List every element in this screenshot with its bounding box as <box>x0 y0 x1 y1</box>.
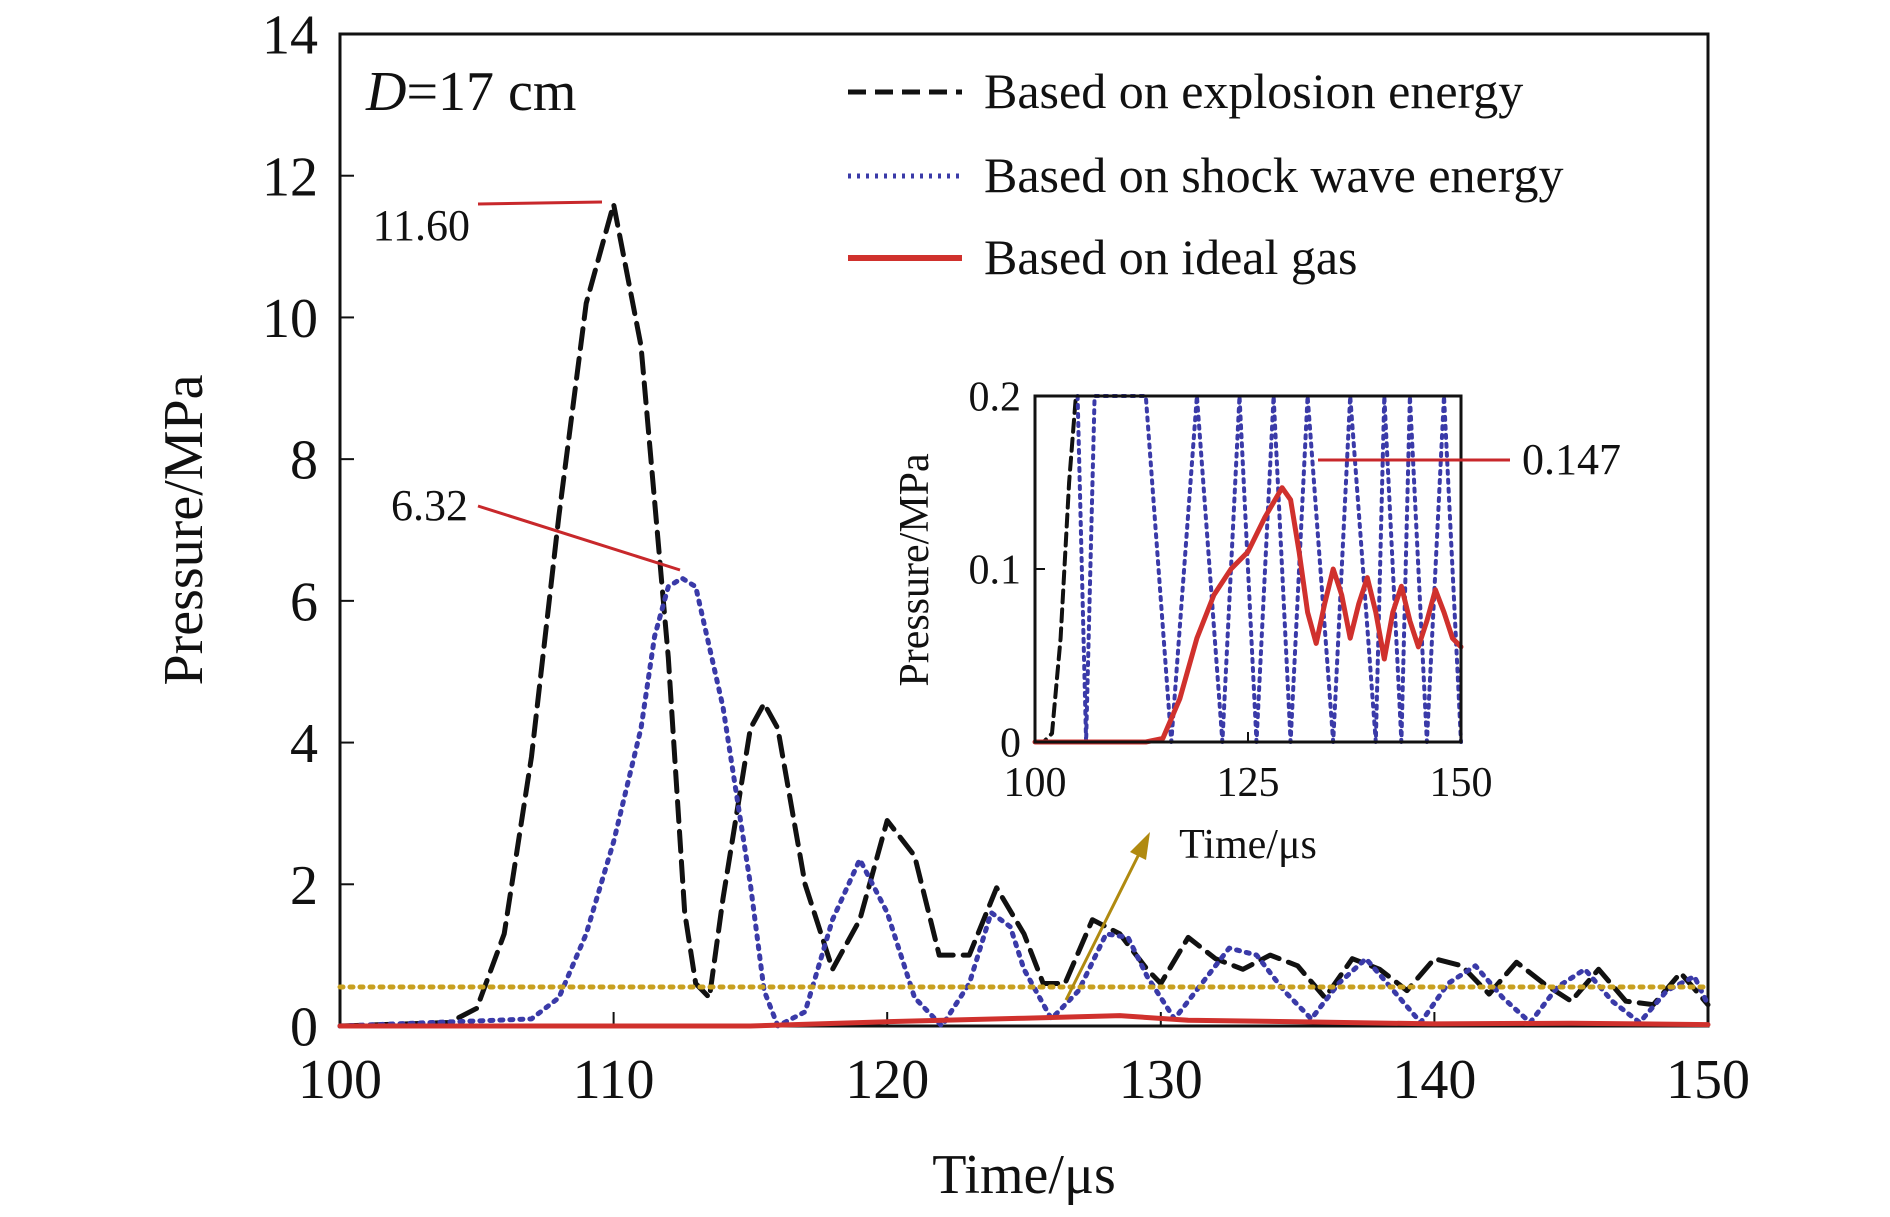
main-plot-frame <box>338 32 1710 1028</box>
panel-label-value: =17 cm <box>406 61 576 123</box>
main-y-tick-label-4: 8 <box>290 430 318 492</box>
inset-pointer-arrow <box>1064 847 1144 1001</box>
legend-label-shock: Based on shock wave energy <box>984 147 1563 203</box>
panel-label: D=17 cm <box>365 61 576 123</box>
inset-annotation-peak: 0.147 <box>1522 435 1621 484</box>
inset-y-tick-label-1: 0.1 <box>969 548 1022 594</box>
inset-pointer-arrowhead <box>1130 832 1150 860</box>
main-y-tick-label-5: 10 <box>262 288 318 350</box>
main-annotations: 11.60 6.32 <box>373 200 1150 1001</box>
inset-x-tick-label-1: 125 <box>1217 760 1280 806</box>
inset-series-based-on-ideal-gas <box>1032 485 1464 745</box>
main-y-tick-label-0: 0 <box>290 997 318 1059</box>
main-x-tick-label-5: 150 <box>1666 1049 1750 1111</box>
main-series-based-on-explosion-energy <box>337 201 1711 1029</box>
main-axis-ticks: 100 110 120 130 140 150 0 2 4 6 8 10 12 14 <box>262 5 1750 1111</box>
main-series-based-on-shock-wave-energy <box>337 575 1711 1029</box>
main-y-tick-label-7: 14 <box>262 5 318 67</box>
inset-x-axis-title: Time/μs <box>1179 822 1317 868</box>
inset-x-tick-label-0: 100 <box>1004 760 1067 806</box>
inset-y-axis-title: Pressure/MPa <box>892 453 938 687</box>
main-x-tick-label-1: 110 <box>573 1049 655 1111</box>
panel-label-variable: D <box>365 61 406 123</box>
main-x-tick-label-2: 120 <box>845 1049 929 1111</box>
inset-x-tick-label-2: 150 <box>1430 760 1493 806</box>
main-y-tick-label-1: 2 <box>290 855 318 917</box>
inset-y-tick-label-0: 0 <box>1000 721 1021 767</box>
main-x-tick-label-4: 140 <box>1392 1049 1476 1111</box>
inset-panel: 100 125 150 0 0.1 0.2 Time/μs Pressure/MPa 0.… <box>892 375 1621 868</box>
main-y-axis-title: Pressure/MPa <box>153 374 215 685</box>
inset-y-tick-label-2: 0.2 <box>969 375 1022 421</box>
legend-label-ideal: Based on ideal gas <box>984 229 1358 285</box>
main-y-tick-label-3: 6 <box>290 571 318 633</box>
main-x-tick-label-3: 130 <box>1119 1049 1203 1111</box>
main-y-tick-label-6: 12 <box>262 146 318 208</box>
main-series-group <box>337 201 1711 1029</box>
inset-axis-ticks: 100 125 150 0 0.1 0.2 <box>969 375 1493 806</box>
main-x-axis-title: Time/μs <box>932 1144 1116 1206</box>
main-series-based-on-ideal-gas <box>337 1013 1711 1029</box>
legend: Based on explosion energy Based on shock… <box>848 63 1563 285</box>
main-y-tick-label-2: 4 <box>290 713 318 775</box>
main-x-tick-label-0: 100 <box>298 1049 382 1111</box>
annotation-leader-peak1 <box>477 200 603 206</box>
annotation-leader-peak2 <box>477 504 681 572</box>
annotation-peak1: 11.60 <box>373 201 470 250</box>
annotation-peak2: 6.32 <box>391 481 468 530</box>
legend-label-explosion: Based on explosion energy <box>984 63 1523 119</box>
